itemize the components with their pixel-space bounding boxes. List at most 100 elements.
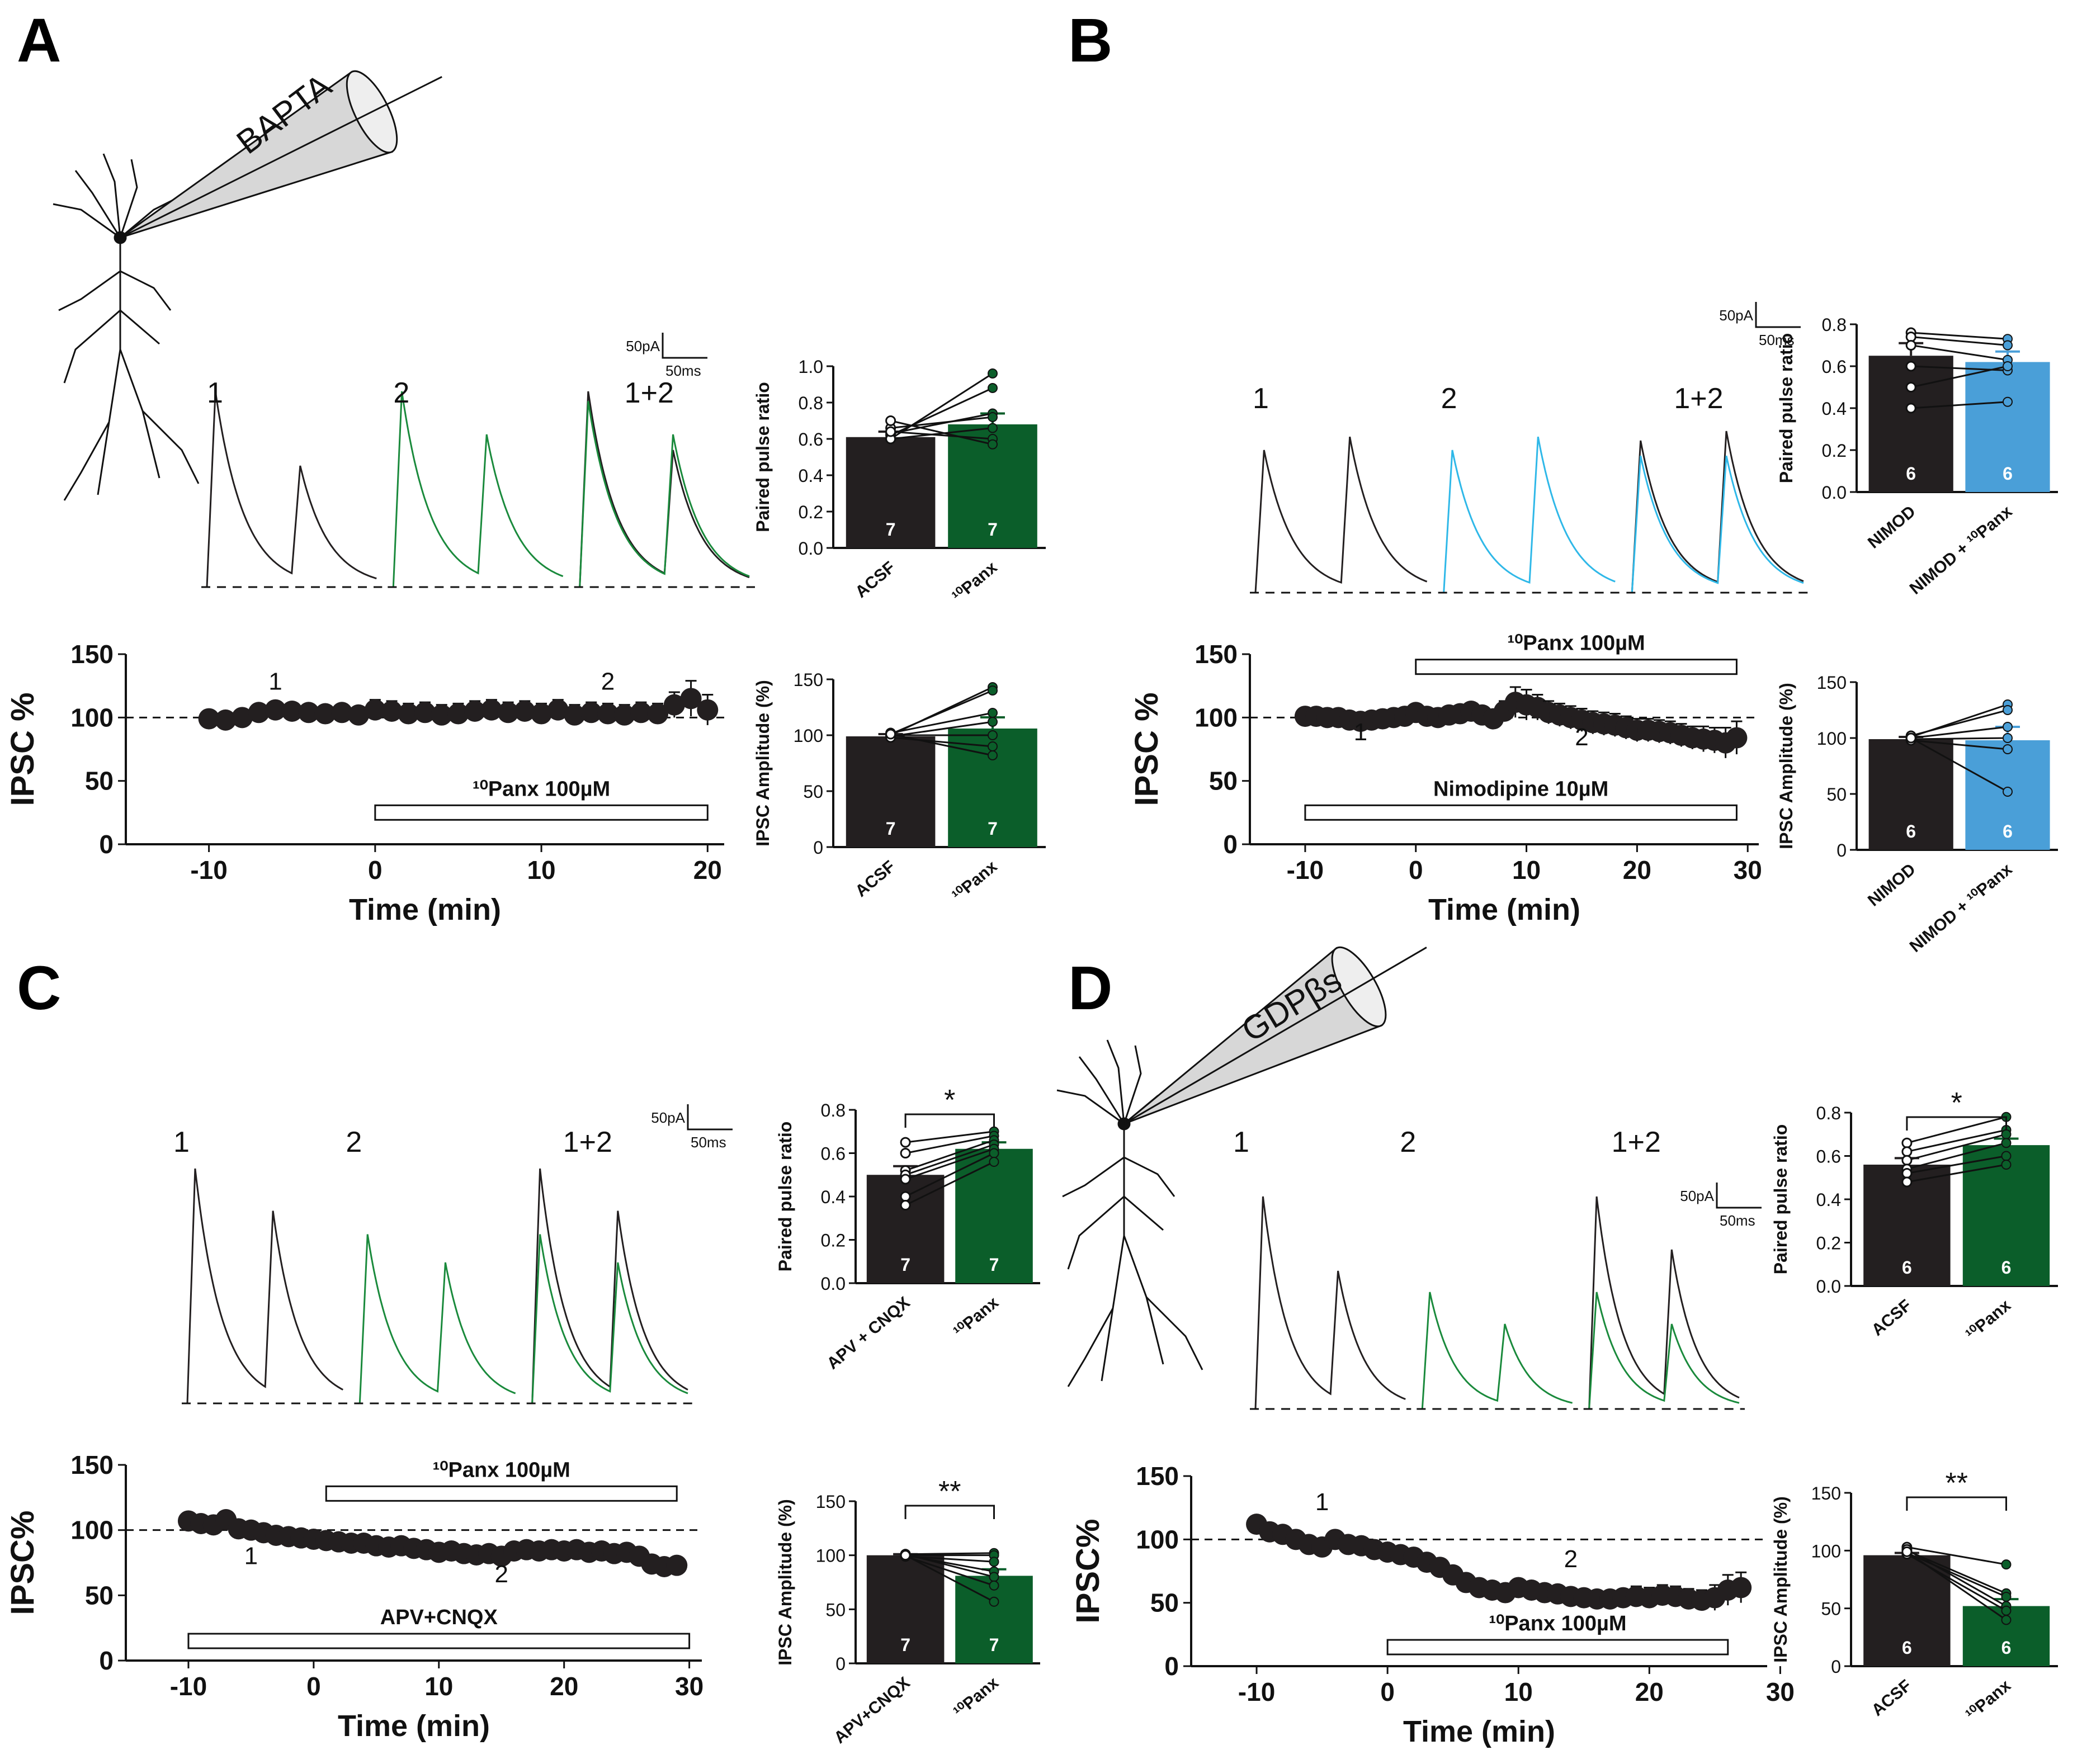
trace-2 [1421,1292,1573,1410]
bar-y-tick-label: 0.4 [1816,1190,1841,1210]
bar-y-tick-label: 150 [816,1492,846,1512]
bar-y-tick-label: 0 [835,1654,846,1674]
tc-x-tick-label: 30 [1766,1677,1795,1706]
trace-1 [1254,436,1428,593]
pair-line [1906,1142,2007,1170]
pair-point-drug [2001,1592,2012,1602]
pair-line [890,712,993,734]
pipette-electrode [1123,947,1427,1125]
drug-application-label: ¹⁰Panx 100µM [1507,632,1645,655]
neuron-branch [141,410,200,484]
pair-point-baseline [885,729,896,740]
drug-application-bar [374,804,709,821]
tc-timepoint-marker: 2 [494,1560,508,1588]
tc-x-tick-label: -10 [170,1672,207,1701]
bar-y-tick-label: 100 [794,726,823,746]
pair-point-baseline [900,1191,911,1202]
tc-point [663,694,685,716]
bar-0 [1868,356,1953,492]
bar-0 [1868,739,1953,850]
panel-label: A [17,6,61,75]
pair-point-baseline [900,1174,911,1185]
bar-category-label: ¹⁰Panx [1962,1676,2014,1724]
pair-point-drug [2001,1559,2012,1570]
tc-point [647,703,669,725]
pair-line [905,1552,994,1555]
significance-bracket [1906,1116,2007,1131]
pair-point-baseline [1901,1176,1913,1188]
drug-application-bar [325,1485,678,1502]
tc-x-tick-label: 10 [424,1672,453,1701]
bar-n-label: 7 [988,519,998,540]
bar-y-tick-label: 0.6 [1816,1147,1841,1167]
pair-point-drug [2001,1138,2012,1148]
tc-point [514,701,536,722]
bar-y-tick-label: 0.0 [799,538,823,559]
bar-category-label: ¹⁰Panx [950,1673,1002,1722]
pair-line [1910,709,2008,737]
pair-point-drug [2001,1615,2012,1625]
tc-point [630,702,652,723]
trace-label: 1+2 [1674,382,1723,415]
pair-point-drug [989,1580,999,1591]
panel-label: C [17,954,61,1023]
pipette: GDPβs [1123,946,1427,1125]
pair-point-drug [988,423,998,433]
pair-point-drug [988,439,998,450]
bar-y-tick-label: 150 [1811,1483,1841,1503]
trace-2 [1443,436,1616,593]
panel-label: D [1068,954,1112,1023]
tc-point [331,702,353,723]
tc-y-tick-label: 100 [1195,703,1238,732]
bar-y-tick-label: 50 [1821,1599,1841,1619]
pair-line [1906,1552,2007,1598]
trace-label: 1+2 [625,377,674,409]
pair-line [1906,1551,2007,1621]
bar-category-label: APV + CNQX [824,1293,914,1373]
pair-line [1910,365,2008,388]
pair-point-drug [989,1148,999,1158]
tc-timepoint-marker: 1 [1315,1488,1329,1516]
trace-overlay-drug [1631,455,1804,593]
pair-line [1911,726,2008,739]
bar-n-label: 7 [989,1635,999,1655]
pair-point-drug [2003,733,2013,743]
scale-bar-amp-label: 50pA [1719,307,1753,324]
tc-y-tick-label: 0 [99,1646,114,1675]
tc-y-tick-label: 150 [70,640,114,669]
neuron-branch [74,170,121,238]
bar-y-tick-label: 50 [1826,784,1847,805]
pair-line [1906,1549,2007,1595]
scale-bar-amp-label: 50pA [1680,1188,1714,1204]
pair-line [1911,739,2008,750]
ipsc-timecourse: 0 50 100 150 -10 0 10 20 30 IPSC% Time (min) ¹⁰Panx… [1070,1462,1795,1748]
bar-y-tick-label: 0.8 [1822,315,1847,335]
bar-y-label: Paired pulse ratio [753,382,773,532]
drug-application-bar [1304,804,1738,821]
tc-x-tick-label: 20 [693,855,722,885]
tc-y-label: IPSC % [4,692,41,806]
pair-line [1906,1164,2007,1183]
bar-n-label: 6 [2003,464,2013,484]
significance-bracket [1906,1496,2007,1511]
pair-point-drug [989,1157,999,1167]
tc-timepoint-marker: 2 [601,668,615,695]
neuron-branch [119,159,138,238]
trace-group: 1 2 1+2 50pA 50ms [201,333,755,588]
amplitude-bar-chart: 0 50 100 150 IPSC Amplitude (%) 6 NIMOD 6 NIMOD … [1776,673,2058,956]
bar-y-tick-label: 50 [803,782,823,802]
drug-application-bar [187,1633,691,1649]
bar-y-tick-label: 0.8 [821,1100,846,1120]
bar-y-tick-label: 50 [825,1600,846,1620]
pair-line [905,1135,994,1154]
pair-point-drug [989,1572,999,1582]
tc-x-label: Time (min) [1403,1715,1555,1748]
bar-0 [1863,1555,1951,1666]
tc-point [248,702,270,723]
amplitude-bar-chart: 0 50 100 150 IPSC Amplitude (%) 7 ACSF 7 ¹⁰Panx [753,670,1046,905]
bar-n-label: 7 [900,1255,910,1275]
tc-x-label: Time (min) [1428,893,1580,926]
neuron-branch [1062,1156,1125,1198]
bar-1 [1965,362,2050,492]
trace-overlay-drug [1588,1292,1740,1410]
